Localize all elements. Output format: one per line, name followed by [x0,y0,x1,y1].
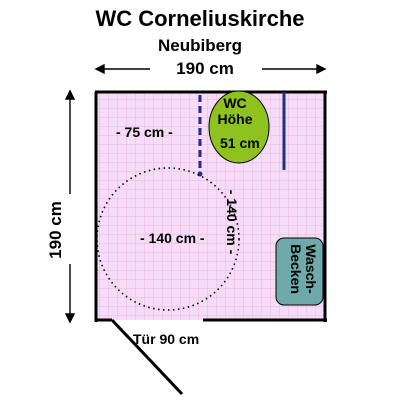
turning-circle-horizontal-label: - 140 cm - [140,230,205,246]
depth-dimension-label: 190 cm [46,201,65,259]
sink-label-line1: Wasch- [303,244,319,294]
sink-label-line2: Becken [288,244,304,294]
toilet-bowl [208,90,270,164]
room-walls [94,90,327,322]
toilet-height-label: Höhe [217,111,253,127]
toilet-label: WC [223,95,247,111]
depth-dimension-arrow [64,89,76,324]
door-width-label: Tür 90 cm [133,331,200,347]
turning-circle [96,167,240,311]
turning-circle-vertical-label: - 140 cm - [224,189,240,255]
width-dimension-label: 190 cm [176,59,234,78]
sink-label: Wasch- Becken [288,244,319,294]
width-dimension-arrow [94,63,327,75]
handrail-distance-label: - 75 cm - [116,124,173,140]
page-subtitle: Neubiberg [157,36,243,55]
door-leaf [110,318,184,396]
page-title: WC Corneliuskirche [95,6,305,31]
sink-basin [275,237,324,306]
handrail-end [197,171,203,177]
toilet-height-value: 51 cm [220,135,260,151]
